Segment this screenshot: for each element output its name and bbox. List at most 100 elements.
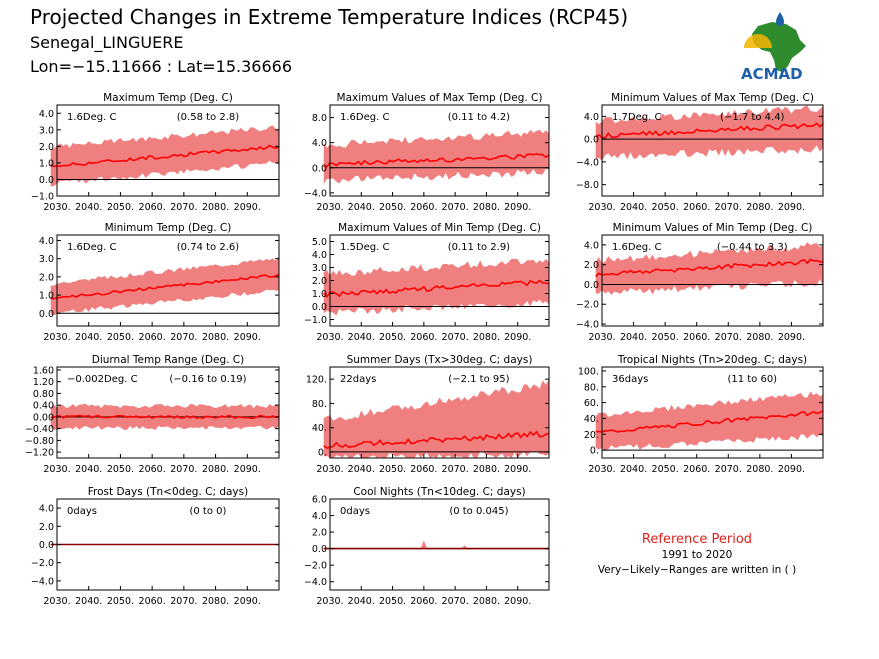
panel-7-xtick-label: 2090. [234,464,261,475]
panel-6-title: Minimum Values of Min Temp (Deg. C) [613,222,813,234]
panel-2-xtick-label: 2070. [442,202,469,213]
sun-icon [744,34,772,48]
panel-5-title: Maximum Values of Min Temp (Deg. C) [338,222,541,234]
panel-2-xtick-label: 2040. [348,202,375,213]
panel-7-ytick-label: 1.60 [33,365,54,376]
panel-5-ytick-label: −1.0 [304,315,327,326]
reference-period: 1991 to 2020 [662,549,733,561]
panel-8-ytick-label: 0. [318,447,327,458]
panel-5-xtick-label: 2090. [504,332,531,343]
panel-2-xtick-label: 2060. [410,202,437,213]
panel-3-frame [601,104,824,197]
panel-2-mean-line [323,153,550,168]
panel-2-ytick-label: −4.0 [304,188,327,199]
panel-8-xtick-label: 2070. [442,464,469,475]
panel-10-ytick-label: −4.0 [31,576,54,587]
panel-10-ytick-label: 4.0 [39,504,54,515]
panel-11-xtick-label: 2070. [442,596,469,607]
panel-6-xtick-label: 2030. [588,332,615,343]
reference-note: Very−Likely−Ranges are written in ( ) [598,564,796,576]
panel-3-ytick-label: −4.0 [576,157,599,168]
panel-10-xtick-label: 2030. [43,596,70,607]
panel-8-ytick-label: 80. [312,399,327,410]
reference-title: Reference Period [642,532,752,547]
panel-4-ytick-label: 1.0 [39,291,54,302]
panel-4-ytick-label: 0.0 [39,309,54,320]
panel-4-mean-line [50,273,280,300]
panel-3-mean-line [595,122,824,139]
panel-8-ytick-label: 120. [306,375,327,386]
panel-4-frame [56,234,280,327]
panel-8-frame [329,366,550,459]
panel-4-xtick-label: 2070. [170,332,197,343]
panel-10-xtick-label: 2050. [107,596,134,607]
panel-2-xtick-label: 2050. [379,202,406,213]
panel-2-mean-change: 1.6Deg. C [340,112,389,123]
panel-4-xtick-label: 2030. [43,332,70,343]
panel-8-xtick-label: 2080. [473,464,500,475]
panel-8-range-band [323,379,549,458]
panel-11-xtick-label: 2050. [379,596,406,607]
panel-9-xtick-label: 2050. [652,464,679,475]
panel-1-xtick-label: 2060. [139,202,166,213]
panel-8: 120. 80. 40. 0. 2030. 2040. 2050. 2060. 2070. 208… [306,354,550,475]
panel-2-ytick-label: 0.0 [312,163,327,174]
panel-6-xtick-label: 2060. [683,332,710,343]
figure-title: Projected Changes in Extreme Temperature… [30,5,628,29]
panel-3-xtick-label: 2080. [746,202,773,213]
panel-9-likely-range: (11 to 60) [727,374,777,385]
panel-5-xtick-label: 2060. [410,332,437,343]
panel-1-ytick-label: 0.0 [39,175,54,186]
panel-7-xtick-label: 2040. [75,464,102,475]
panel-1-xtick-label: 2090. [234,202,261,213]
panel-7-likely-range: (−0.16 to 0.19) [169,374,246,385]
panel-6-frame [601,234,824,327]
panel-7-mean-line [50,414,280,420]
panel-1-ytick-label: 4.0 [39,109,54,120]
panel-11-mean-change: 0days [340,506,370,517]
panel-2-title: Maximum Values of Max Temp (Deg. C) [337,92,543,104]
panel-1-mean-line [50,144,280,168]
water-drop-icon [776,12,784,26]
panel-6-mean-change: 1.6Deg. C [612,242,661,253]
panel-6-ytick-label: 0.0 [584,280,599,291]
panel-1-ytick-label: 1.0 [39,158,54,169]
panel-8-ytick-label: 40. [312,423,327,434]
panel-3-xtick-label: 2070. [715,202,742,213]
panel-9-ytick-label: 80. [584,382,599,393]
panel-11-ytick-label: 0.0 [312,544,327,555]
panel-9-ytick-label: 0. [590,446,599,457]
station-name: Senegal_LINGUERE [30,33,183,53]
panel-7-ytick-label: −0.40 [25,424,54,435]
panel-4-ytick-label: 2.0 [39,272,54,283]
panel-7-title: Diurnal Temp Range (Deg. C) [92,354,244,366]
panel-6-xtick-label: 2040. [620,332,647,343]
panel-11-frame [329,498,550,591]
panel-5-ytick-label: 4.0 [312,250,327,261]
panel-3-ytick-label: 4.0 [584,112,599,123]
panel-5-likely-range: (0.11 to 2.9) [448,242,510,253]
panel-2-ytick-label: 4.0 [312,138,327,149]
panel-8-xtick-label: 2050. [379,464,406,475]
panel-1-ytick-label: 2.0 [39,142,54,153]
panel-11-ytick-label: 6.0 [312,495,327,506]
panel-5-ytick-label: 0.0 [312,302,327,313]
panel-9-mean-line [595,410,824,433]
panel-4-ytick-label: 3.0 [39,254,54,265]
panel-2-ytick-label: 8.0 [312,113,327,124]
panel-8-mean-line [323,430,550,449]
panel-4: 4.0 3.0 2.0 1.0 0.0 2030. 2040. 2050. 2060. 2070.… [39,222,280,343]
panel-9-ytick-label: 40. [584,414,599,425]
panel-3-xtick-label: 2050. [652,202,679,213]
panel-11-ytick-label: 2.0 [312,528,327,539]
panel-7-ytick-label: 1.20 [33,377,54,388]
panel-10-ytick-label: 2.0 [39,522,54,533]
panel-4-xtick-label: 2080. [202,332,229,343]
panel-1-xtick-label: 2040. [75,202,102,213]
panel-11-title: Cool Nights (Tn<10deg. C; days) [353,486,525,498]
panel-1-mean-change: 1.6Deg. C [67,112,116,123]
panel-6-xtick-label: 2090. [778,332,805,343]
